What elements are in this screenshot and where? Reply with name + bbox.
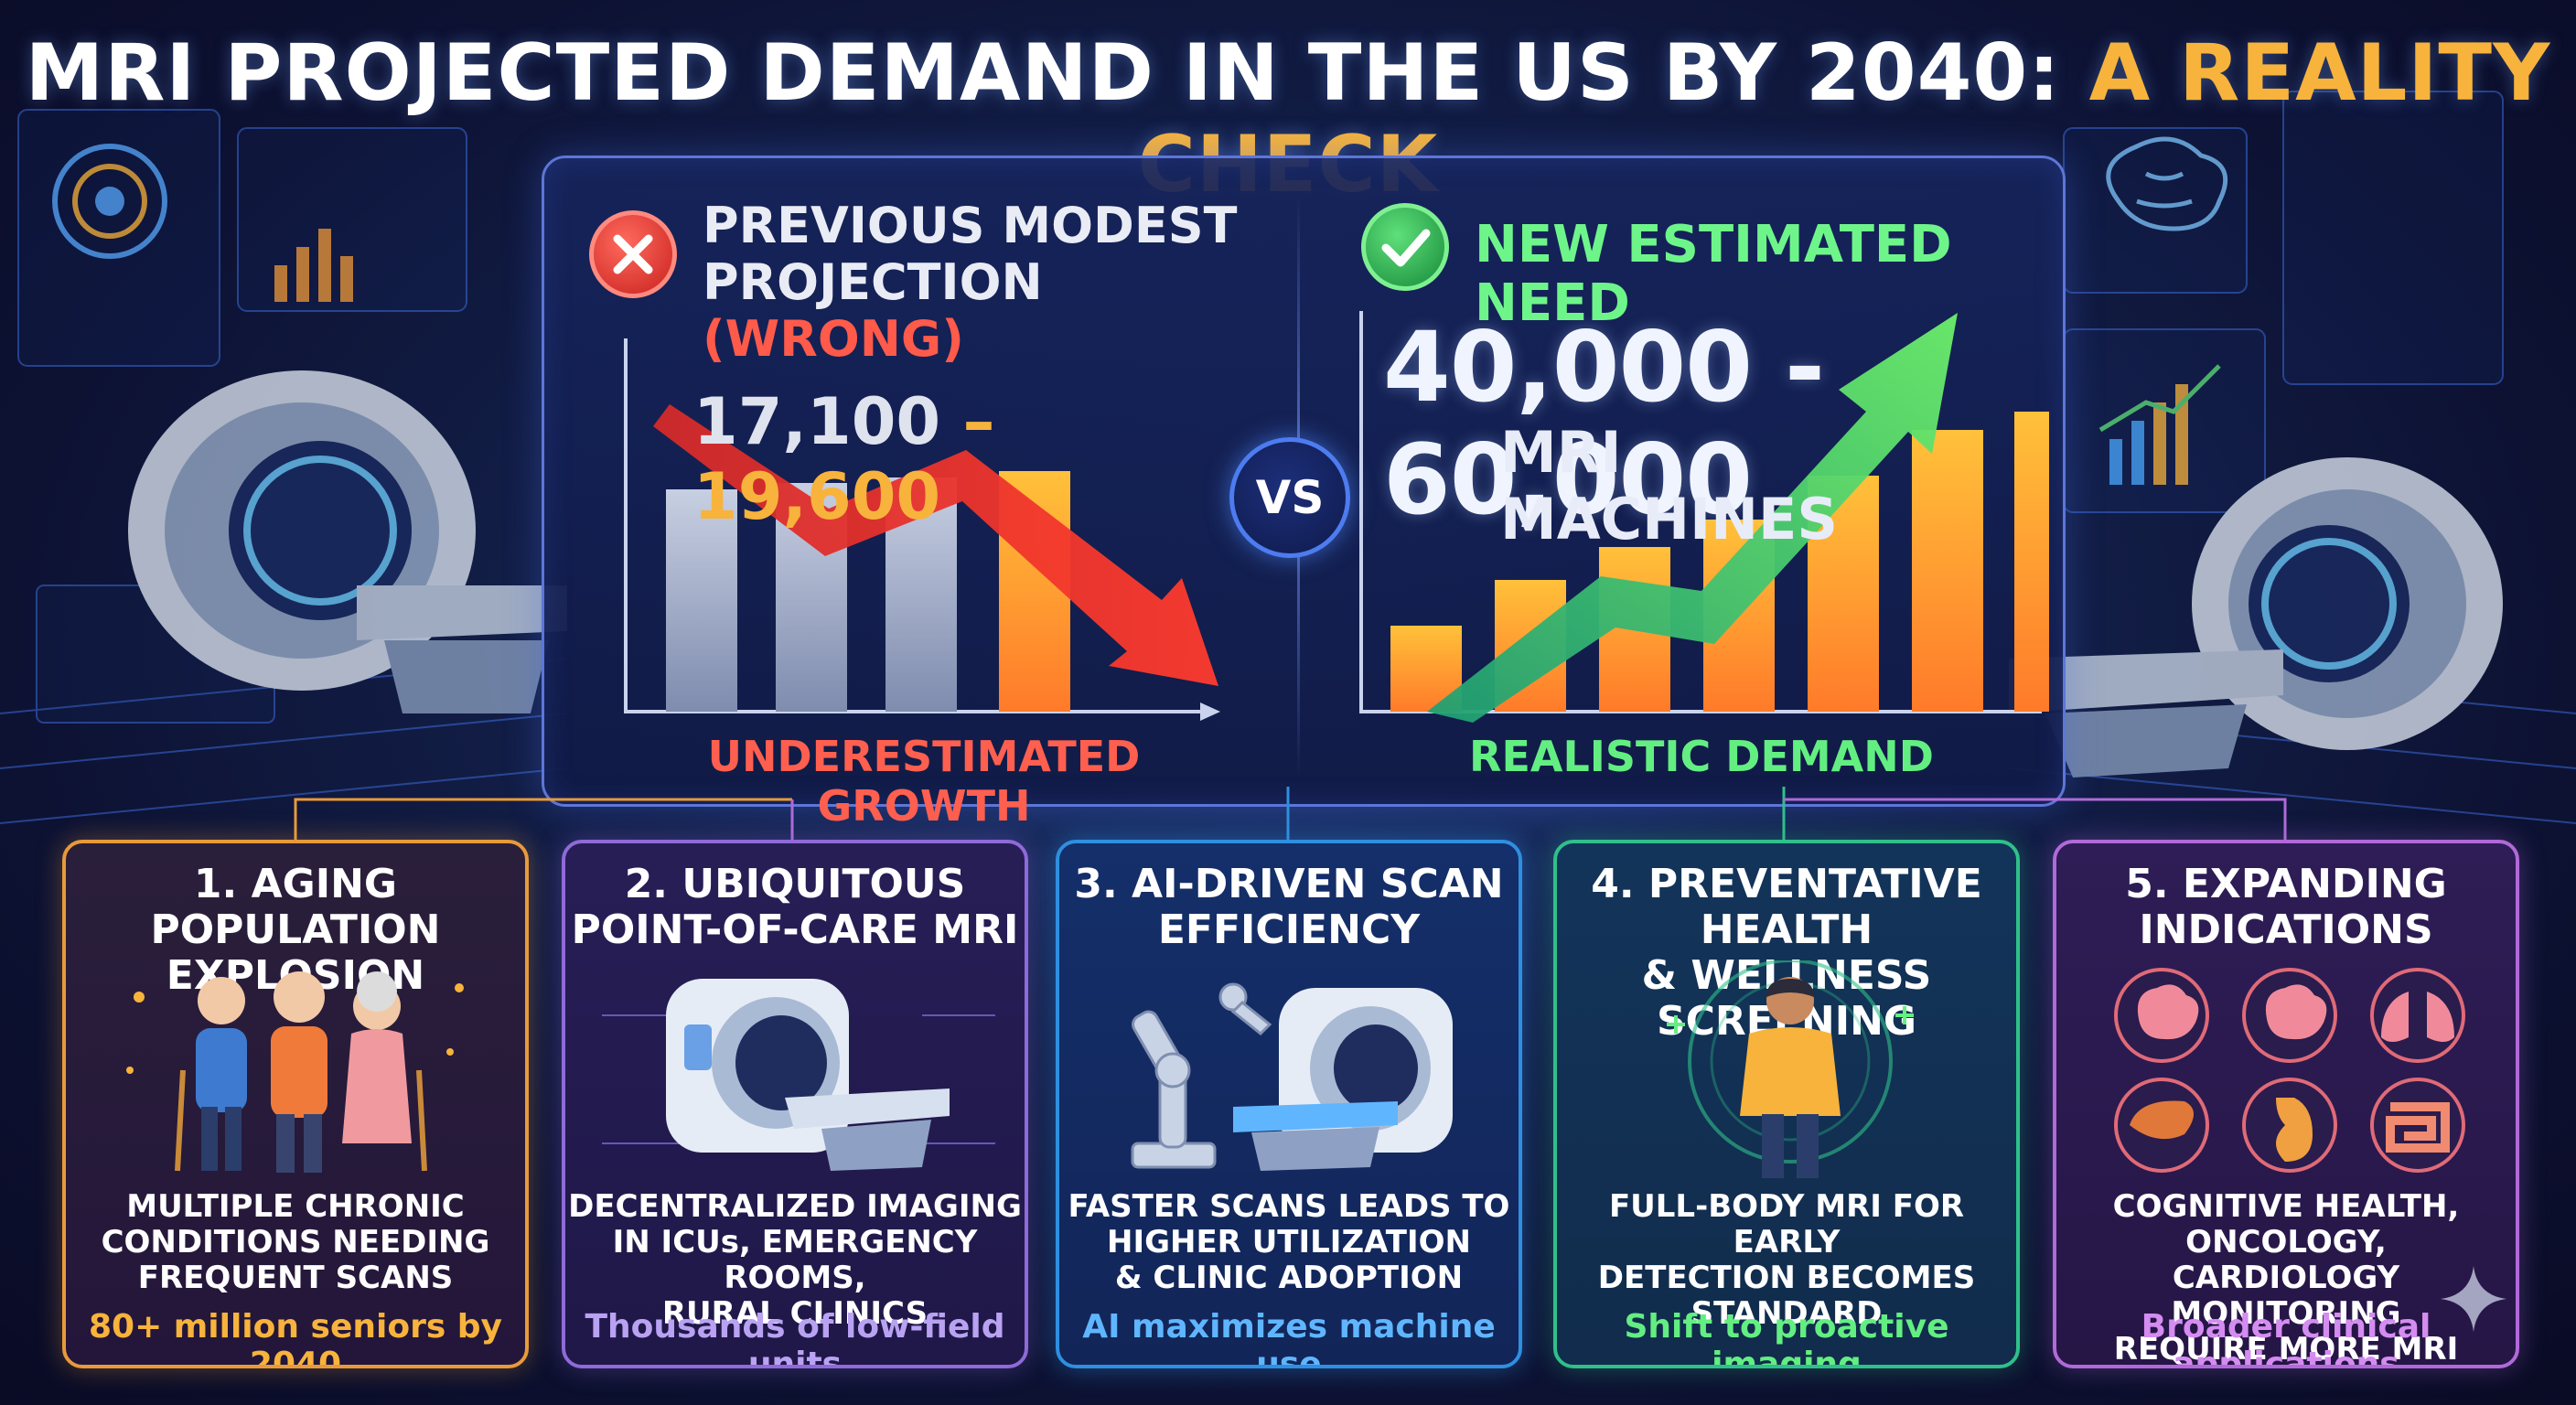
- previous-projection-title: PREVIOUS MODEST PROJECTION (WRONG): [703, 198, 1251, 368]
- new-estimated-range: 40,000 - 60,000: [1383, 311, 1825, 536]
- card-description: MULTIPLE CHRONIC CONDITIONS NEEDING FREQUE…: [66, 1189, 525, 1296]
- organs-icon: [2114, 968, 2465, 1173]
- card-title-line1: 2. UBIQUITOUS: [624, 861, 966, 907]
- card-desc-line1: FASTER SCANS LEADS TO: [1068, 1188, 1510, 1225]
- previous-title-line1: PREVIOUS MODEST: [703, 197, 1238, 254]
- new-estimated-chart: [1359, 311, 2049, 723]
- card-footer: Broader clinical applications: [2141, 1308, 2431, 1368]
- card-aging-population: 1. AGING POPULATIONEXPLOSION MULTIPLE CH…: [62, 840, 529, 1368]
- new-chart-bar-7: [2014, 412, 2049, 712]
- wrong-x-icon: [589, 210, 677, 298]
- previous-range-separator: –: [940, 384, 995, 459]
- declining-trend-arrow: [653, 404, 1218, 686]
- previous-title-line2: PROJECTION: [703, 253, 1043, 311]
- card-title-line2: EFFICIENCY: [1157, 906, 1421, 953]
- card-footer: Shift to proactive imaging: [1624, 1308, 1949, 1368]
- card-desc-line3: FREQUENT SCANS: [137, 1260, 454, 1296]
- rising-trend-arrow: [1427, 313, 1958, 723]
- card-title: 2. UBIQUITOUS POINT-OF-CARE MRI: [565, 862, 1025, 953]
- card-desc-line1: MULTIPLE CHRONIC: [126, 1188, 465, 1225]
- sparkle-icon: [2441, 1266, 2506, 1332]
- person-scan-icon: [1667, 960, 1914, 1178]
- previous-title-wrong: (WRONG): [703, 310, 964, 368]
- card-title: 5. EXPANDING INDICATIONS: [2056, 862, 2516, 953]
- mri-scanner-right-icon: [2009, 457, 2503, 778]
- card-preventative-screening: 4. PREVENTATIVE HEALTH& WELLNESS SCREENI…: [1553, 840, 2020, 1368]
- card-desc-line1: FULL-BODY MRI FOR EARLY: [1608, 1188, 1965, 1260]
- card-title-line2: POINT-OF-CARE MRI: [571, 906, 1019, 953]
- new-estimated-need-title: NEW ESTIMATED NEED: [1475, 215, 1952, 333]
- target-icon: [52, 144, 167, 259]
- intestine-icon: [2386, 1102, 2450, 1153]
- previous-range-high: 19,600: [693, 459, 941, 534]
- card-desc-line2: IN ICUs, EMERGENCY ROOMS,: [612, 1224, 978, 1296]
- card-desc-line2: DETECTION BECOMES: [1597, 1260, 1976, 1296]
- previous-projection-chart: [624, 338, 1220, 721]
- connector-lines: [294, 787, 2287, 840]
- card-ai-scan-efficiency: 3. AI-DRIVEN SCAN EFFICIENCY FASTER SCANS…: [1056, 840, 1522, 1368]
- card-description: DECENTRALIZED IMAGING IN ICUs, EMERGENCY …: [565, 1189, 1025, 1332]
- new-chart-bar-6: [1912, 430, 1983, 712]
- card-title-line1: 5. EXPANDING: [2125, 861, 2447, 907]
- card-desc-line3: RURAL CLINICS: [661, 1295, 928, 1332]
- card-title-line1: 4. PREVENTATIVE HEALTH: [1591, 861, 1982, 953]
- stomach-icon: [2276, 1098, 2313, 1162]
- card-description: FASTER SCANS LEADS TO HIGHER UTILIZATION &…: [1059, 1189, 1519, 1296]
- brain-icon-2: [2265, 984, 2327, 1040]
- card-point-of-care-mri: 2. UBIQUITOUS POINT-OF-CARE MRI DECENTRAL…: [562, 840, 1028, 1368]
- underestimated-growth-caption: UNDERESTIMATED GROWTH: [707, 732, 1141, 831]
- card-footer: Thousands of low-field units: [585, 1308, 1005, 1368]
- card-description: FULL-BODY MRI FOR EARLY DETECTION BECOMES…: [1557, 1189, 2016, 1332]
- card-title: 3. AI-DRIVEN SCAN EFFICIENCY: [1059, 862, 1519, 953]
- card-expanding-indications: 5. EXPANDING INDICATIONS COGNITIVE HEALTH…: [2053, 840, 2519, 1368]
- card-desc-line1: DECENTRALIZED IMAGING: [568, 1188, 1022, 1225]
- brain-icon: [2137, 984, 2199, 1040]
- growth-chart-icon: [2098, 364, 2221, 485]
- card-desc-line2: CARDIOLOGY MONITORING: [2171, 1260, 2401, 1332]
- title-main-text: MRI PROJECTED DEMAND IN THE US BY 2040:: [25, 27, 2089, 119]
- card-desc-line3: REQUIRE MORE MRI: [2113, 1331, 2459, 1367]
- card-desc-line3: & CLINIC ADOPTION: [1114, 1260, 1464, 1296]
- previous-range-low: 17,100: [693, 384, 941, 459]
- previous-chart-bar-1: [666, 489, 737, 712]
- card-footer: AI maximizes machine use: [1082, 1308, 1496, 1368]
- card-desc-line3: STANDARD: [1690, 1295, 1883, 1332]
- elderly-people-icon: [126, 971, 464, 1173]
- card-desc-line2: HIGHER UTILIZATION: [1106, 1224, 1471, 1260]
- previous-projection-range: 17,100 – 19,600: [693, 384, 1187, 534]
- card-footer: 80+ million seniors by 2040: [88, 1308, 503, 1368]
- robot-arm-icon: [1131, 982, 1453, 1171]
- brain-outline-icon: [2106, 136, 2228, 231]
- background-decoration-right: [2009, 91, 2576, 824]
- card-desc-line1: COGNITIVE HEALTH, ONCOLOGY,: [2112, 1188, 2460, 1260]
- card-title-line1: 3. AI-DRIVEN SCAN: [1074, 861, 1504, 907]
- realistic-demand-caption: REALISTIC DEMAND: [1469, 732, 1934, 781]
- card-description: COGNITIVE HEALTH, ONCOLOGY, CARDIOLOGY MO…: [2056, 1188, 2516, 1367]
- lungs-icon: [2381, 992, 2454, 1042]
- background-decoration-left: [0, 109, 567, 824]
- vs-badge: VS: [1229, 437, 1350, 558]
- card-title-line1: 1. AGING POPULATION: [150, 861, 441, 953]
- correct-check-icon: [1361, 203, 1449, 291]
- liver-icon: [2130, 1100, 2194, 1140]
- mri-scanner-icon: [602, 979, 995, 1171]
- mri-scanner-left-icon: [128, 370, 567, 713]
- new-estimated-unit: MRI MACHINES: [1500, 419, 1839, 552]
- card-title-line2: INDICATIONS: [2139, 906, 2433, 953]
- card-desc-line2: CONDITIONS NEEDING: [101, 1224, 490, 1260]
